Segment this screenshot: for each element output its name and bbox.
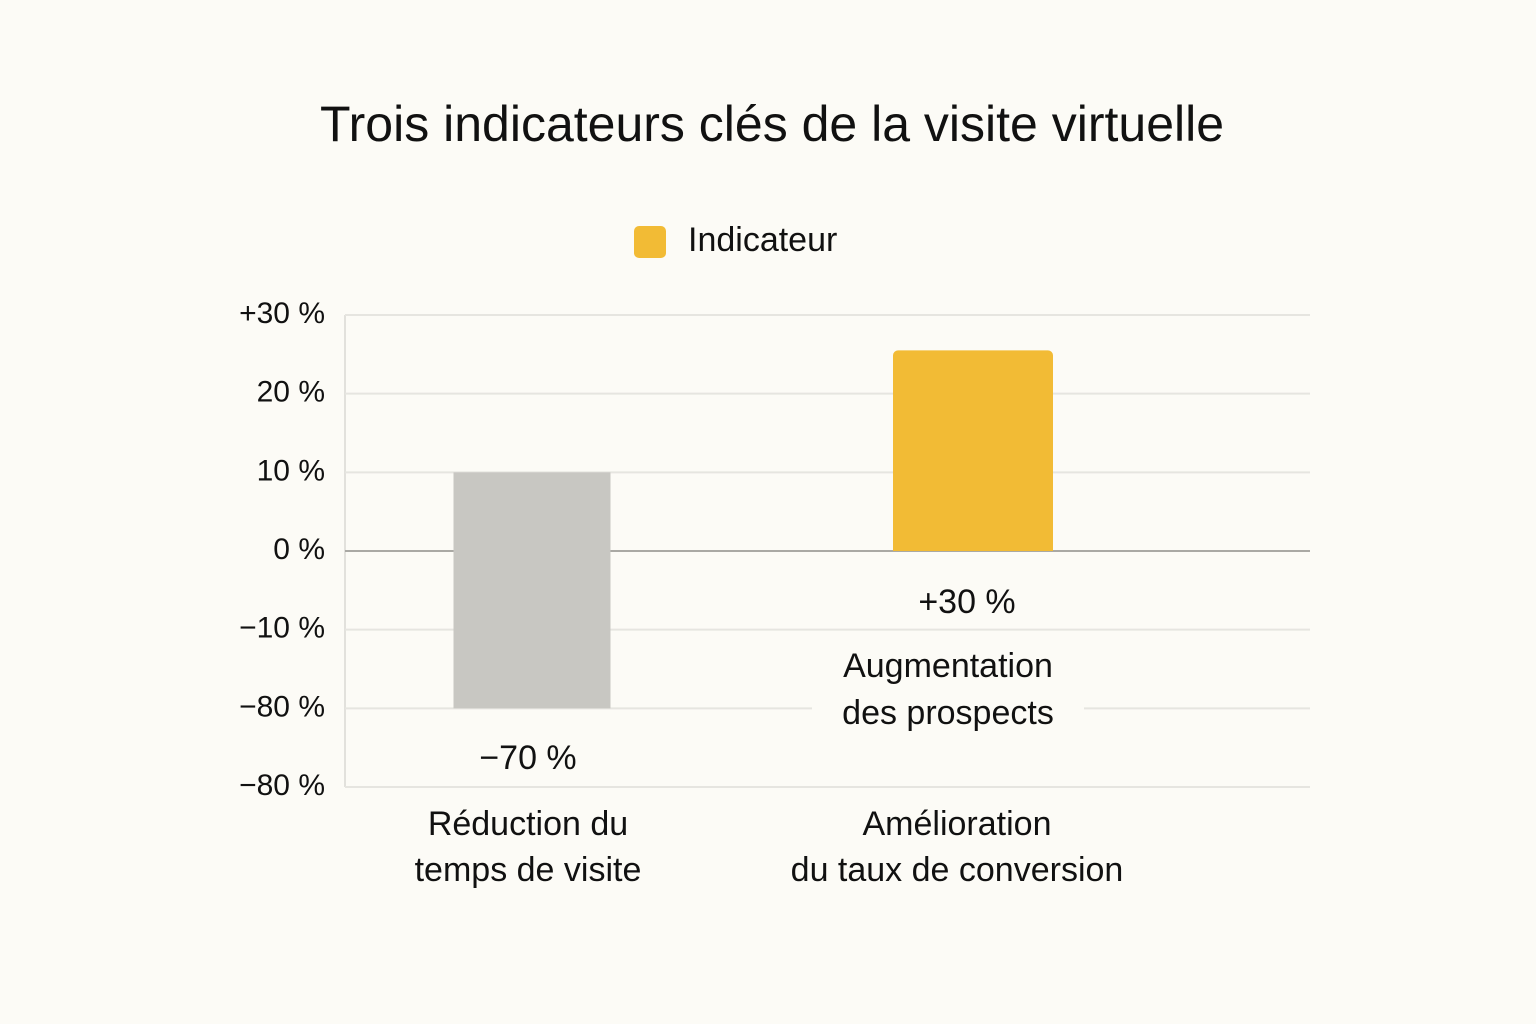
y-tick-label: +30 % (239, 297, 325, 330)
x-tick-label: Réduction du (428, 805, 628, 843)
bar (453, 472, 611, 709)
x-tick-label: du taux de conversion (791, 851, 1124, 889)
y-tick-label: 0 % (273, 533, 325, 566)
legend-label: Indicateur (688, 221, 837, 259)
y-tick-label: 10 % (257, 454, 325, 487)
y-tick-label: −80 % (239, 769, 325, 802)
bar-base (893, 543, 1053, 551)
x-tick-label: temps de visite (415, 851, 642, 889)
annotation: Augmentation (843, 647, 1053, 685)
x-tick-label: Amélioration (863, 805, 1052, 843)
bar (893, 350, 1053, 551)
y-tick-label: 20 % (257, 376, 325, 409)
value-label: −70 % (479, 739, 576, 777)
value-label: +30 % (918, 583, 1015, 621)
chart-title: Trois indicateurs clés de la visite virt… (320, 96, 1224, 152)
y-tick-label: −10 % (239, 612, 325, 645)
annotation-bg (812, 645, 1084, 740)
legend-swatch (634, 226, 666, 258)
y-tick-label: −80 % (239, 690, 325, 723)
annotation: des prospects (842, 694, 1054, 732)
